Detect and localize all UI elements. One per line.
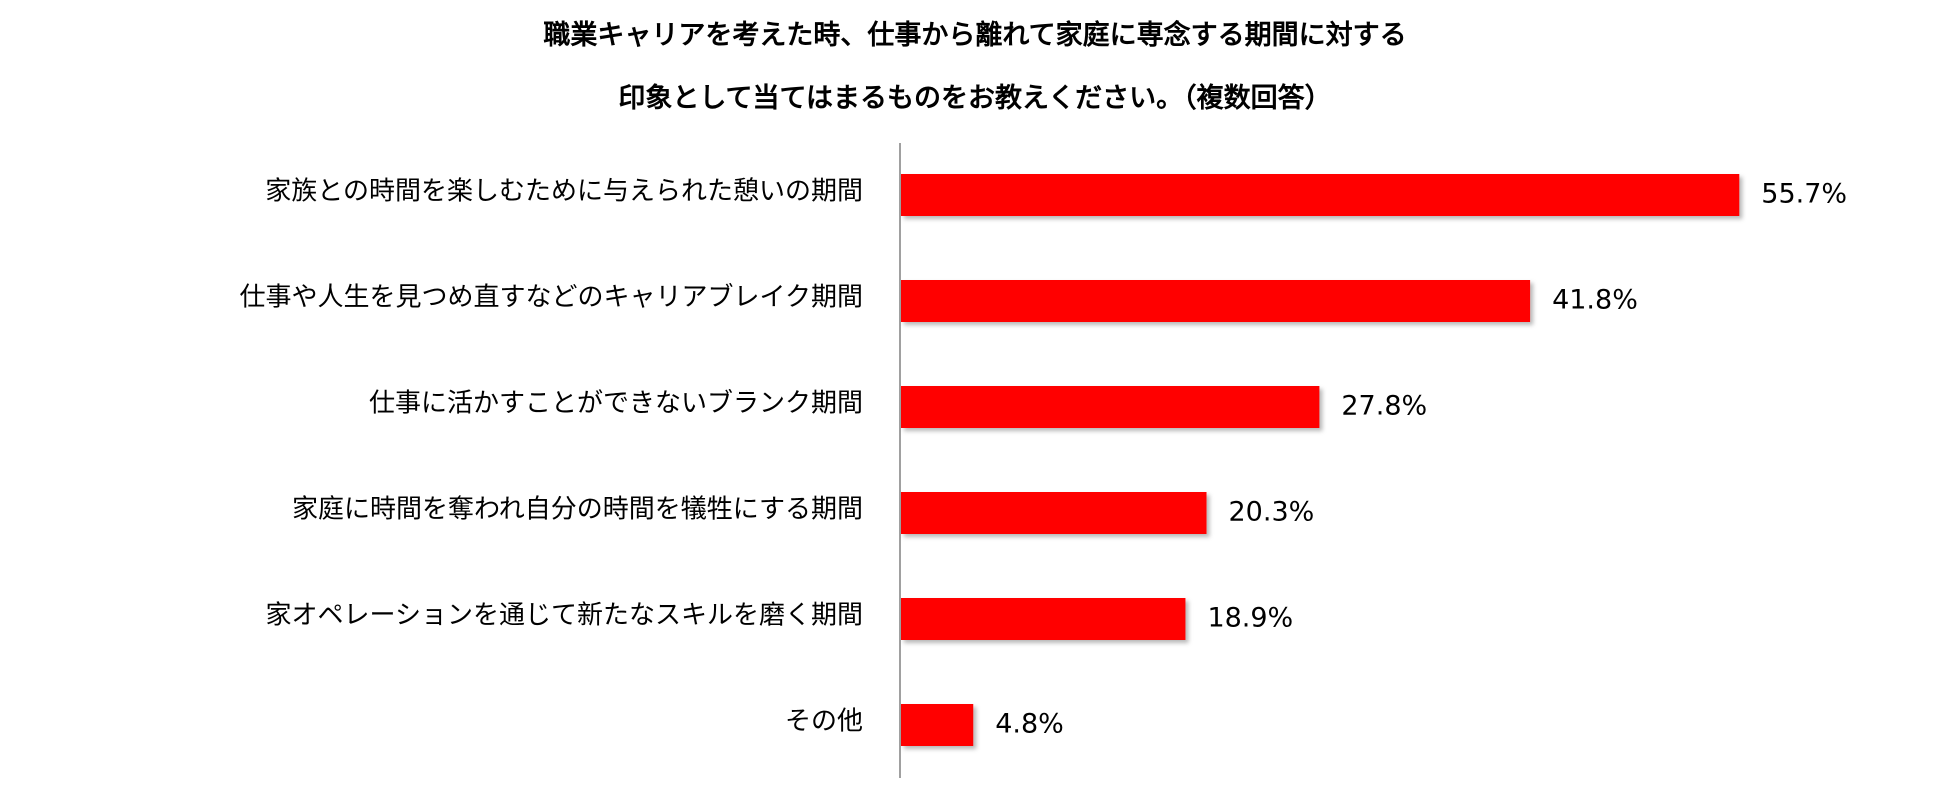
chart-title-line-2: 印象として当てはまるものをお教えください。（複数回答） bbox=[618, 83, 1332, 114]
category-label: 家オペレーションを通じて新たなスキルを磨く期間 bbox=[266, 601, 863, 631]
value-label: 20.3% bbox=[1229, 497, 1315, 528]
bar bbox=[901, 704, 974, 746]
category-label: 家庭に時間を奪われ自分の時間を犠牲にする期間 bbox=[292, 495, 863, 525]
value-label: 4.8% bbox=[995, 709, 1064, 740]
bar bbox=[901, 386, 1320, 428]
category-label: 仕事に活かすことができないブランク期間 bbox=[369, 389, 863, 419]
value-label: 18.9% bbox=[1207, 603, 1293, 634]
bar bbox=[901, 174, 1740, 216]
bar bbox=[901, 280, 1531, 322]
category-label: 仕事や人生を見つめ直すなどのキャリアブレイク期間 bbox=[240, 283, 863, 313]
bar bbox=[901, 492, 1207, 534]
value-label: 27.8% bbox=[1341, 391, 1427, 422]
bar bbox=[901, 598, 1186, 640]
category-label: 家族との時間を楽しむために与えられた憩いの期間 bbox=[265, 177, 863, 207]
value-label: 55.7% bbox=[1761, 179, 1847, 210]
value-label: 41.8% bbox=[1552, 285, 1638, 316]
chart-title-line-1: 職業キャリアを考えた時、仕事から離れて家庭に専念する期間に対する bbox=[543, 20, 1407, 51]
category-label: その他 bbox=[785, 707, 863, 737]
